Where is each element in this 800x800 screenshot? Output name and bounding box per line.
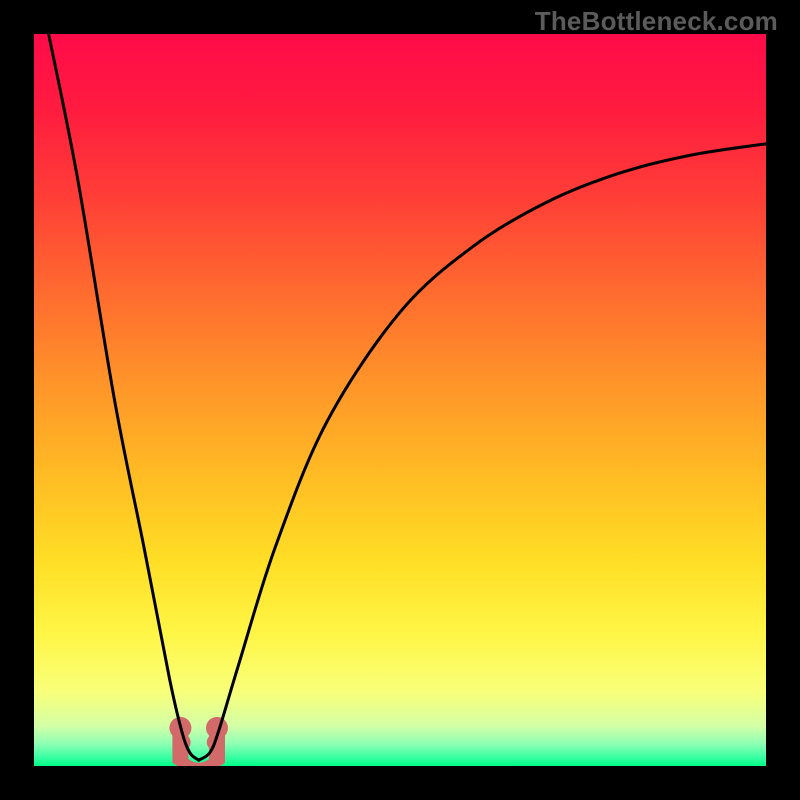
- curve-layer: [34, 34, 766, 766]
- curve-right: [199, 144, 766, 760]
- chart-root: TheBottleneck.com: [0, 0, 800, 800]
- watermark-text: TheBottleneck.com: [535, 6, 778, 37]
- curve-left: [49, 34, 199, 760]
- plot-area: [34, 34, 766, 766]
